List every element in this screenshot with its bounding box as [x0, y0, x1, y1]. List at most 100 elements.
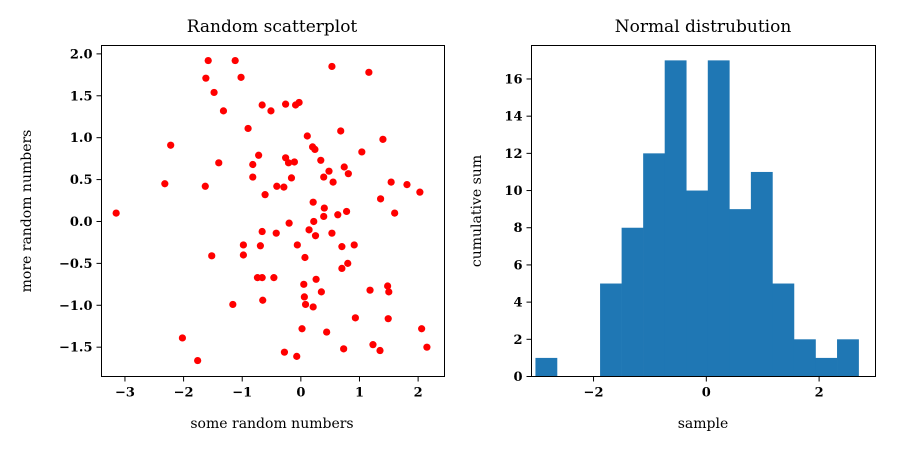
- scatter-point: [391, 209, 399, 217]
- scatter-point: [204, 56, 212, 65]
- scatter-point: [416, 188, 424, 196]
- scatter-point: [259, 296, 267, 304]
- scatter-point: [229, 300, 237, 309]
- scatter-point: [258, 227, 266, 236]
- scatter-point: [215, 159, 223, 167]
- scatter-point: [280, 348, 289, 356]
- x-tick-label: −3: [115, 386, 135, 401]
- histogram-bar: [837, 339, 859, 377]
- y-tick-label: 1.5: [70, 89, 93, 104]
- scatter-point: [249, 173, 257, 181]
- scatter-point: [280, 183, 288, 191]
- y-tick-label: −0.5: [59, 257, 93, 272]
- scatter-point: [202, 74, 210, 82]
- y-tick-label: 12: [504, 147, 522, 162]
- scatter-point: [305, 226, 313, 234]
- y-tick-label: 2: [513, 333, 522, 348]
- x-tick-label: −2: [174, 386, 194, 401]
- scatter-point: [244, 124, 252, 133]
- scatter-point: [384, 315, 392, 323]
- histogram-bar: [707, 60, 730, 377]
- scatter-point: [178, 334, 187, 342]
- scatter-point: [323, 328, 331, 336]
- histogram-bar: [750, 171, 773, 377]
- histogram-bar: [621, 227, 644, 377]
- y-tick-label: −1.5: [59, 341, 93, 356]
- scatter-title: Random scatterplot: [187, 17, 358, 37]
- scatter-point: [295, 98, 303, 107]
- scatter-point: [376, 195, 385, 203]
- scatter-point: [344, 259, 352, 267]
- scatter-point: [255, 151, 263, 159]
- histogram-bar: [600, 283, 622, 377]
- scatter-point: [312, 275, 320, 283]
- y-tick-label: 10: [504, 184, 522, 199]
- scatter-point: [384, 282, 392, 290]
- y-tick-label: 14: [504, 110, 522, 125]
- scatter-point: [325, 167, 333, 175]
- histogram-bar: [729, 209, 752, 377]
- scatter-point: [328, 229, 336, 237]
- histogram-x-axis-ticks: −2 0 2: [584, 376, 824, 401]
- scatter-point: [201, 182, 209, 190]
- scatter-point: [320, 204, 328, 212]
- scatter-point: [298, 325, 306, 333]
- histogram-y-axis-ticks: 0 2 4 6 8 10 12 14 16: [504, 72, 532, 385]
- scatter-point: [290, 158, 299, 166]
- scatter-axes-frame: [101, 45, 445, 377]
- scatter-point: [231, 56, 239, 65]
- histogram-bar: [643, 153, 666, 377]
- x-tick-label: −1: [232, 386, 252, 401]
- scatter-point: [379, 135, 387, 143]
- scatter-point: [340, 345, 348, 353]
- scatter-point: [338, 243, 346, 251]
- scatter-ylabel: more random numbers: [19, 130, 35, 293]
- scatter-point: [258, 101, 266, 109]
- histogram-ylabel: cumulative sum: [469, 155, 485, 267]
- scatter-point: [340, 163, 348, 171]
- scatter-point: [310, 217, 318, 226]
- scatter-point: [376, 346, 384, 355]
- scatter-point: [311, 145, 319, 154]
- scatter-point: [301, 300, 310, 309]
- scatter-point: [300, 293, 308, 301]
- histogram-xlabel: sample: [678, 416, 729, 432]
- y-tick-label: 2.0: [70, 47, 93, 62]
- y-tick-label: 4: [513, 296, 522, 311]
- scatter-point: [285, 219, 293, 227]
- scatter-point: [293, 241, 301, 249]
- scatter-point: [301, 253, 309, 262]
- scatter-point: [358, 148, 366, 156]
- scatter-point: [328, 62, 336, 71]
- scatter-point: [365, 68, 373, 76]
- scatter-point: [369, 341, 377, 349]
- scatter-point: [311, 232, 320, 240]
- x-tick-label: 0: [702, 386, 711, 401]
- scatter-point: [239, 241, 247, 249]
- y-tick-label: 8: [513, 221, 522, 236]
- scatter-point: [418, 325, 426, 333]
- scatter-point: [272, 229, 280, 237]
- y-tick-label: 0.0: [70, 215, 93, 230]
- scatter-point: [344, 170, 352, 178]
- scatter-point: [210, 88, 218, 97]
- scatter-point: [256, 242, 264, 250]
- histogram-bar: [815, 357, 838, 377]
- scatter-point: [293, 352, 301, 360]
- histogram-chart: Normal distrubution sample cumulative su…: [469, 17, 876, 432]
- scatter-point: [300, 280, 308, 288]
- scatter-point: [309, 303, 317, 311]
- y-tick-label: 16: [504, 72, 522, 87]
- y-tick-label: 0.5: [70, 173, 93, 188]
- scatter-point: [423, 343, 431, 351]
- scatter-points: [112, 56, 431, 365]
- scatter-chart: Random scatterplot some random numbers m…: [19, 17, 445, 432]
- scatter-point: [351, 314, 359, 322]
- scatter-point: [258, 274, 266, 282]
- scatter-point: [287, 174, 296, 182]
- histogram-bar: [664, 60, 687, 377]
- scatter-point: [194, 356, 202, 365]
- scatter-point: [208, 252, 216, 260]
- x-tick-label: 0: [296, 386, 305, 401]
